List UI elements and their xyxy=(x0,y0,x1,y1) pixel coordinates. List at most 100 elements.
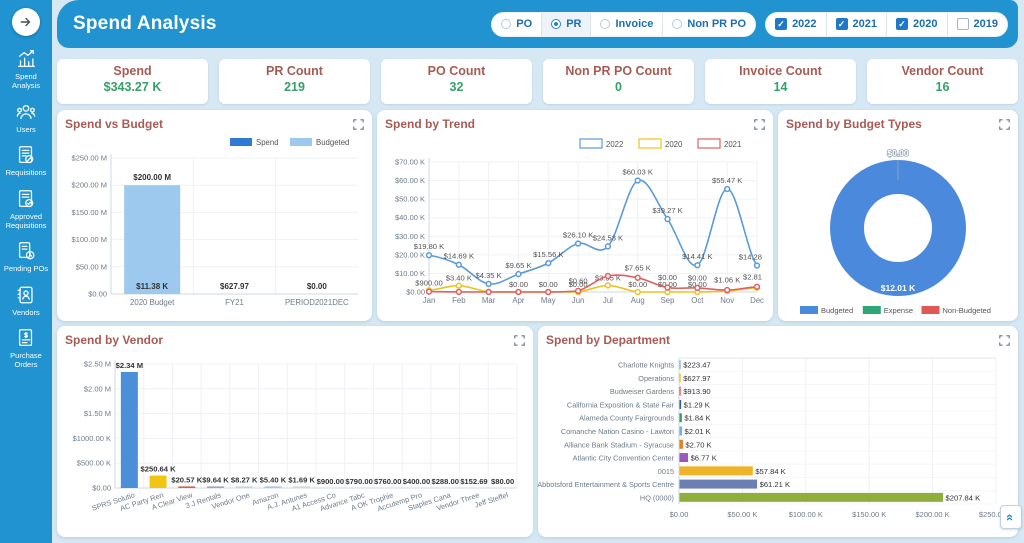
svg-text:$12.01 K: $12.01 K xyxy=(881,283,916,293)
vendors-icon xyxy=(15,284,37,306)
svg-text:Comanche Nation Casino - Lawto: Comanche Nation Casino - Lawton xyxy=(561,427,674,436)
year-checkbox-2019[interactable]: ✓2019 xyxy=(948,13,1007,36)
svg-text:$0.00: $0.00 xyxy=(658,273,677,282)
sidebar-item-spend-analysis[interactable]: Spend Analysis xyxy=(0,48,52,91)
kpi-value: 219 xyxy=(219,80,370,94)
svg-text:2021: 2021 xyxy=(724,140,741,149)
svg-text:$3.40 K: $3.40 K xyxy=(446,274,472,283)
radio-icon xyxy=(501,19,511,29)
chart-title: Spend vs Budget xyxy=(65,117,163,131)
year-filter-group: ✓2022✓2021✓2020✓2019 xyxy=(765,12,1008,37)
svg-text:$10.00 K: $10.00 K xyxy=(395,269,425,278)
svg-text:$9.64 K: $9.64 K xyxy=(202,475,229,484)
kpi-value: 0 xyxy=(543,80,694,94)
svg-text:$152.69: $152.69 xyxy=(460,477,487,486)
requisitions-icon xyxy=(15,144,37,166)
svg-text:$2.34 M: $2.34 M xyxy=(116,361,143,370)
radio-icon xyxy=(600,19,610,29)
svg-text:$0.00: $0.00 xyxy=(887,148,909,158)
spend-analysis-icon xyxy=(15,48,37,70)
svg-text:$100.00 K: $100.00 K xyxy=(789,510,823,519)
sidebar: Spend Analysis Users Requisitions Approved … xyxy=(0,0,52,543)
sidebar-item-purchase-orders[interactable]: Purchase Orders xyxy=(0,327,52,370)
svg-text:Nov: Nov xyxy=(720,296,734,305)
svg-text:$0.00: $0.00 xyxy=(92,484,111,493)
svg-text:$7.65 K: $7.65 K xyxy=(625,263,651,272)
svg-text:Budweiser Gardens: Budweiser Gardens xyxy=(610,387,674,396)
sidebar-toggle-button[interactable] xyxy=(12,8,40,36)
sidebar-item-requisitions[interactable]: Requisitions xyxy=(0,144,52,177)
svg-text:Feb: Feb xyxy=(452,296,466,305)
svg-text:Jul: Jul xyxy=(603,296,613,305)
year-checkbox-2021[interactable]: ✓2021 xyxy=(827,13,887,36)
sidebar-item-label: Vendors xyxy=(10,308,42,317)
year-checkbox-2020[interactable]: ✓2020 xyxy=(887,13,947,36)
svg-text:$40.00 K: $40.00 K xyxy=(395,213,425,222)
doc-type-radio-group: POPRInvoiceNon PR PO xyxy=(491,12,756,37)
approved-requisitions-icon xyxy=(15,188,37,210)
svg-text:$11.38 K: $11.38 K xyxy=(136,282,168,291)
svg-text:Spend: Spend xyxy=(256,138,279,147)
expand-icon[interactable] xyxy=(999,335,1010,346)
kpi-title: Invoice Count xyxy=(705,64,856,78)
kpi-title: Non PR PO Count xyxy=(543,64,694,78)
svg-text:$2.81: $2.81 xyxy=(743,272,762,281)
sidebar-item-pending-pos[interactable]: Pending POs xyxy=(0,240,52,273)
svg-text:Operations: Operations xyxy=(638,374,674,383)
year-checkbox-2022[interactable]: ✓2022 xyxy=(766,13,826,36)
svg-text:$57.84 K: $57.84 K xyxy=(755,467,785,476)
svg-text:$14.28: $14.28 xyxy=(739,252,762,261)
sidebar-item-approved-requisitions[interactable]: Approved Requisitions xyxy=(0,188,52,231)
sidebar-item-vendors[interactable]: Vendors xyxy=(0,284,52,317)
sidebar-item-label: Approved Requisitions xyxy=(0,212,52,231)
radio-po[interactable]: PO xyxy=(492,13,542,36)
sidebar-item-users[interactable]: Users xyxy=(0,101,52,134)
svg-text:$627.97: $627.97 xyxy=(220,282,249,291)
svg-text:$24.53 K: $24.53 K xyxy=(593,233,623,242)
svg-text:$2.70 K: $2.70 K xyxy=(685,440,711,449)
svg-text:$1.84 K: $1.84 K xyxy=(684,414,710,423)
svg-text:Mar: Mar xyxy=(482,296,496,305)
svg-text:$0.00: $0.00 xyxy=(307,282,328,291)
expand-icon[interactable] xyxy=(999,119,1010,130)
kpi-card-po-count: PO Count32 xyxy=(381,59,532,104)
svg-text:Oct: Oct xyxy=(691,296,704,305)
chevrons-up-icon: « xyxy=(1003,513,1018,520)
svg-text:$1.06 K: $1.06 K xyxy=(714,276,740,285)
svg-text:$200.00 M: $200.00 M xyxy=(72,181,107,190)
sidebar-item-label: Purchase Orders xyxy=(0,351,52,370)
radio-invoice[interactable]: Invoice xyxy=(591,13,663,36)
svg-text:$790.00: $790.00 xyxy=(345,477,372,486)
svg-text:$0.00: $0.00 xyxy=(509,280,528,289)
expand-icon[interactable] xyxy=(754,119,765,130)
svg-text:$14.41 K: $14.41 K xyxy=(682,252,712,261)
svg-text:Atlantic City Convention Cente: Atlantic City Convention Center xyxy=(573,454,675,463)
svg-text:$20.00 K: $20.00 K xyxy=(395,250,425,259)
svg-text:$1.50 M: $1.50 M xyxy=(84,409,111,418)
radio-pr[interactable]: PR xyxy=(542,13,591,36)
expand-icon[interactable] xyxy=(353,119,364,130)
svg-text:$913.90: $913.90 xyxy=(683,387,710,396)
radio-non-pr-po[interactable]: Non PR PO xyxy=(663,13,755,36)
kpi-row: Spend$343.27 K PR Count 219 PO Count32 Non P… xyxy=(57,59,1018,104)
svg-text:$61.21 K: $61.21 K xyxy=(760,480,790,489)
svg-text:2020 Budget: 2020 Budget xyxy=(130,298,175,307)
scroll-to-top-button[interactable]: « xyxy=(1000,505,1022,529)
svg-text:May: May xyxy=(541,296,556,305)
chart-title: Spend by Trend xyxy=(385,117,475,131)
radio-icon xyxy=(551,19,561,29)
kpi-title: PR Count xyxy=(219,64,370,78)
kpi-card-spend: Spend$343.27 K xyxy=(57,59,208,104)
spend-by-budget-types-chart: $0.00$12.01 KBudgetedExpenseNon-Budgeted xyxy=(786,136,1010,317)
svg-text:$2.01 K: $2.01 K xyxy=(685,427,711,436)
svg-text:$5.40 K: $5.40 K xyxy=(260,475,287,484)
spend-vs-budget-chart: $0.00$50.00 M$100.00 M$150.00 M$200.00 M… xyxy=(65,136,364,317)
checkbox-icon: ✓ xyxy=(957,18,969,30)
chart-title: Spend by Budget Types xyxy=(786,117,922,131)
svg-text:$9.65 K: $9.65 K xyxy=(505,261,531,270)
svg-text:$627.97: $627.97 xyxy=(683,374,710,383)
svg-text:$20.57 K: $20.57 K xyxy=(171,475,202,484)
expand-icon[interactable] xyxy=(514,335,525,346)
svg-text:$2.00 M: $2.00 M xyxy=(84,384,111,393)
svg-text:$1.69 K: $1.69 K xyxy=(288,475,315,484)
